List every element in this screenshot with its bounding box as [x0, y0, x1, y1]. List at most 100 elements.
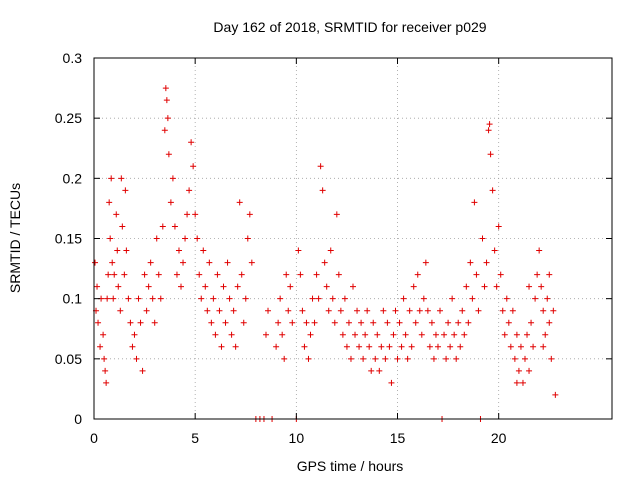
y-tick-label: 0.3 — [63, 50, 83, 66]
data-point — [214, 271, 221, 278]
data-point — [151, 319, 158, 326]
data-point — [171, 223, 178, 230]
data-point — [162, 85, 169, 92]
y-tick-label: 0.15 — [55, 231, 82, 247]
data-point — [428, 319, 435, 326]
data-point — [528, 319, 535, 326]
data-point — [390, 331, 397, 338]
data-point — [453, 355, 460, 362]
data-point — [295, 247, 302, 254]
data-point — [122, 187, 129, 194]
data-point — [410, 283, 417, 290]
x-tick-label: 5 — [191, 430, 199, 446]
data-point — [542, 331, 549, 338]
data-point — [196, 271, 203, 278]
data-point — [540, 307, 547, 314]
x-tick-label: 15 — [390, 430, 406, 446]
data-point — [386, 343, 393, 350]
data-point — [283, 271, 290, 278]
data-point — [354, 307, 361, 314]
y-axis-label: SRMTID / TECUs — [7, 183, 23, 293]
data-point — [526, 283, 533, 290]
data-point — [364, 307, 371, 314]
data-point — [123, 247, 130, 254]
data-point — [519, 379, 526, 386]
data-point — [230, 307, 237, 314]
data-point — [505, 319, 512, 326]
data-point — [485, 127, 492, 134]
data-point — [451, 331, 458, 338]
data-point — [103, 379, 110, 386]
data-point — [273, 343, 280, 350]
data-point — [532, 295, 539, 302]
data-point — [194, 235, 201, 242]
data-point — [396, 319, 403, 326]
data-point — [206, 259, 213, 266]
data-point — [149, 295, 156, 302]
data-point — [402, 331, 409, 338]
data-point — [517, 343, 524, 350]
data-point — [210, 295, 217, 302]
data-point — [445, 319, 452, 326]
data-point — [422, 259, 429, 266]
data-point — [313, 271, 320, 278]
data-point — [192, 211, 199, 218]
data-point — [414, 271, 421, 278]
data-point — [129, 343, 136, 350]
data-point — [524, 331, 531, 338]
data-point — [277, 295, 284, 302]
data-point — [127, 319, 134, 326]
data-point — [173, 271, 180, 278]
data-point — [275, 319, 282, 326]
data-point — [114, 247, 121, 254]
data-point — [188, 139, 195, 146]
data-point — [507, 343, 514, 350]
data-point — [216, 307, 223, 314]
data-point — [200, 247, 207, 254]
data-point — [161, 127, 168, 134]
data-point — [366, 343, 373, 350]
data-point — [119, 223, 126, 230]
data-point — [163, 97, 170, 104]
x-tick-label: 20 — [491, 430, 507, 446]
data-point — [443, 355, 450, 362]
data-point — [469, 295, 476, 302]
data-point — [333, 211, 340, 218]
data-point — [550, 307, 557, 314]
data-point — [246, 211, 253, 218]
data-point — [240, 319, 247, 326]
data-point — [337, 307, 344, 314]
data-point — [222, 319, 229, 326]
data-point — [220, 283, 227, 290]
y-tick-label: 0.1 — [63, 291, 83, 307]
data-point — [248, 259, 255, 266]
data-point — [315, 295, 322, 302]
data-point — [107, 235, 114, 242]
data-point — [321, 259, 328, 266]
data-point — [380, 307, 387, 314]
data-point — [327, 247, 334, 254]
data-point — [104, 295, 111, 302]
data-point — [165, 151, 172, 158]
data-point — [493, 283, 500, 290]
data-point — [202, 283, 209, 290]
data-point — [323, 283, 330, 290]
data-point — [447, 343, 454, 350]
data-point — [145, 283, 152, 290]
data-point — [544, 295, 551, 302]
data-point — [109, 259, 116, 266]
data-point — [398, 343, 405, 350]
y-tick-label: 0.2 — [63, 170, 83, 186]
data-point — [467, 259, 474, 266]
data-point — [424, 307, 431, 314]
data-point — [117, 307, 124, 314]
data-point — [279, 331, 286, 338]
data-point — [487, 151, 494, 158]
data-point — [412, 319, 419, 326]
data-point — [511, 355, 518, 362]
data-point — [420, 295, 427, 302]
data-point — [115, 283, 122, 290]
data-point — [242, 295, 249, 302]
data-point — [457, 343, 464, 350]
